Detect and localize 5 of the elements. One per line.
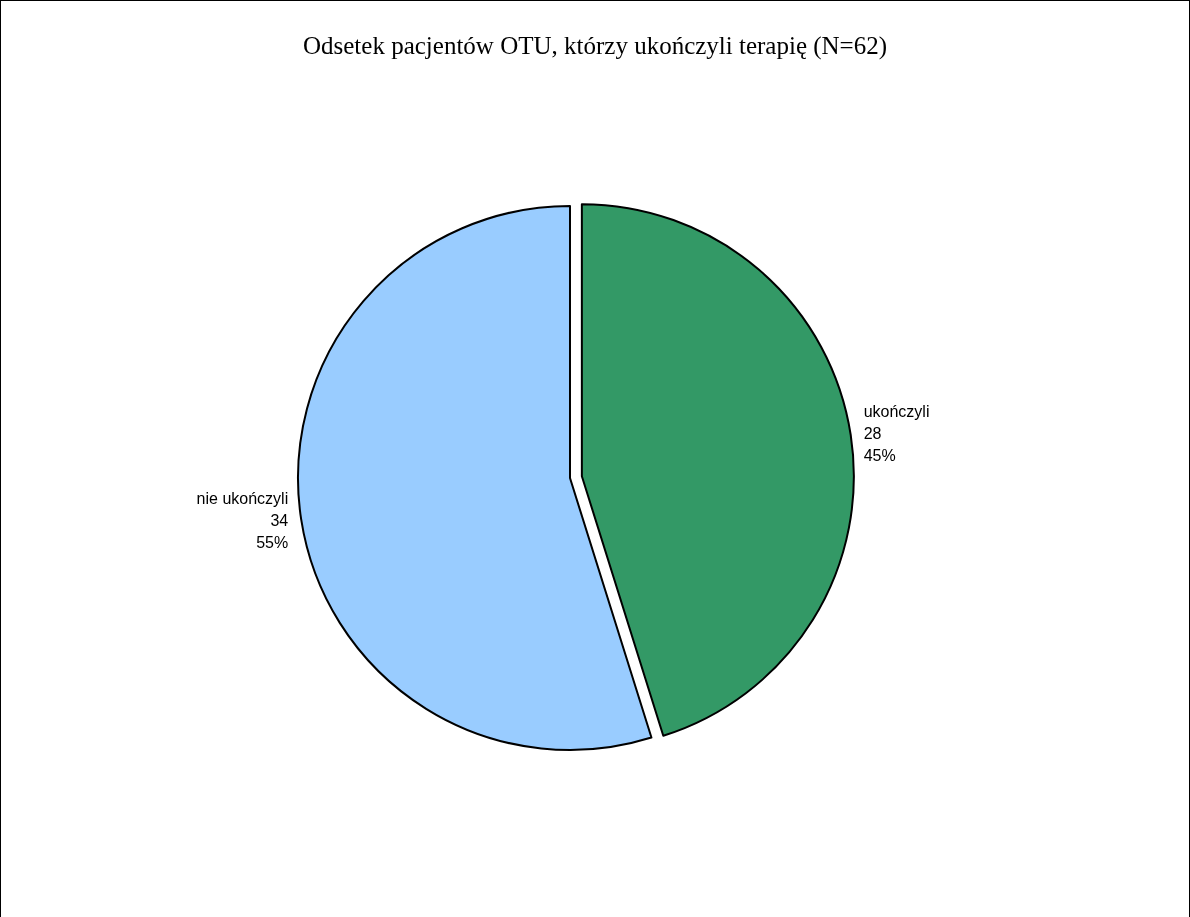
data-label: 34 55% — [256, 511, 289, 551]
data-label: 28 45% — [863, 425, 896, 465]
slice-label: nie ukończyli — [196, 489, 289, 507]
slice-label: ukończyli — [863, 403, 930, 421]
chart-title: Odsetek pacjentów OTU, którzy ukończyli terapię (N=62) — [302, 32, 888, 60]
